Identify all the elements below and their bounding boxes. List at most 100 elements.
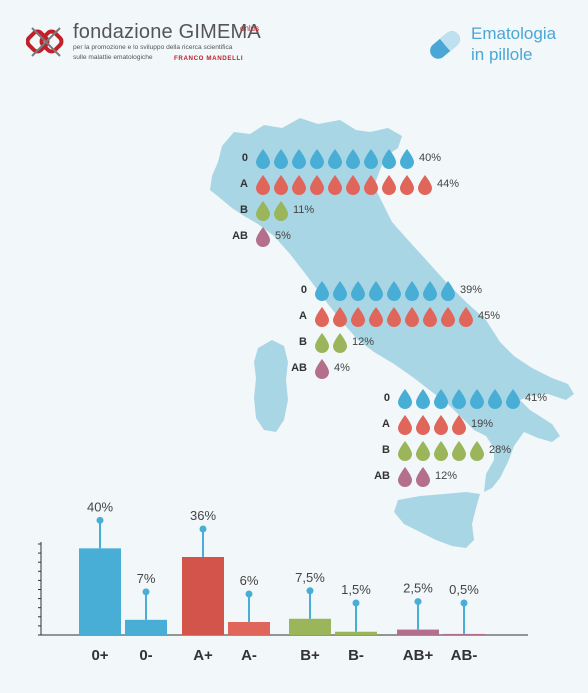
blood-type-percent: 4% [334,362,350,374]
blood-drop-icon [274,174,288,195]
blood-drop-icon [315,332,329,353]
blood-type-row: AB 12% [374,464,458,488]
blood-type-percent: 12% [352,336,375,348]
blood-drop-icon [369,280,383,301]
blood-drop-icon [434,388,448,409]
blood-type-row: A 44% [240,172,459,196]
blood-type-percent: 41% [525,392,548,404]
blood-drop-icon [423,306,437,327]
category-label: A+ [193,647,213,660]
header: fondazione GIMEMA onlus per la promozion… [0,0,588,80]
blood-type-percent: 39% [460,284,483,296]
bar-stem-dot [414,598,422,606]
tagline-line2: in pillole [471,45,533,64]
bar-value-label: 2,5% [403,581,433,596]
category-label: AB+ [403,647,434,660]
bar-stem-dot [96,516,104,524]
blood-type-label: 0 [383,392,390,404]
bars-group [79,548,485,635]
category-label: 0+ [91,647,108,660]
bar-value-label: 6% [240,573,259,588]
blood-drop-icon [382,148,396,169]
blood-drop-icon [328,174,342,195]
blood-drop-icon [382,174,396,195]
bar-AB+ [397,629,439,635]
blood-type-label: AB [291,362,307,374]
bar-0+ [79,548,121,635]
blood-drop-icon [310,174,324,195]
blood-type-bar-chart: 40% 0+ 7% 0- 36% A+ 6% A- 7,5% B+ 1,5% B- 2,5% AB+ 0,5… [38,499,528,660]
drop-group [255,226,271,247]
blood-drop-icon [418,174,432,195]
blood-drop-icon [434,414,448,435]
drop-group [255,148,415,169]
tagline-line1: Ematologia [471,24,557,43]
labels-group: 40% 0+ 7% 0- 36% A+ 6% A- 7,5% B+ 1,5% B- 2,5% AB+ 0,5… [87,499,479,660]
category-label: B- [348,647,364,660]
brand-subtitle-line2: sulle malattie ematologiche [73,54,153,61]
brand-subtitle-line1: per la promozione e lo sviluppo della ri… [73,44,233,51]
blood-type-label: B [382,444,390,456]
category-label: 0- [139,647,152,660]
blood-type-label: A [240,178,248,190]
blood-drop-icon [333,332,347,353]
blood-drop-icon [328,148,342,169]
blood-drop-icon [400,148,414,169]
blood-drop-icon [351,306,365,327]
blood-drop-icon [333,306,347,327]
blood-drop-icon [398,466,412,487]
blood-drop-icon [256,148,270,169]
blood-type-percent: 45% [478,310,501,322]
blood-type-percent: 5% [275,230,291,242]
bar-AB- [443,633,485,635]
blood-type-row: AB 4% [291,356,350,380]
blood-drop-icon [398,388,412,409]
drop-group [314,306,474,327]
blood-type-percent: 12% [435,470,458,482]
blood-drop-icon [459,306,473,327]
blood-drop-icon [452,440,466,461]
brand-name: fondazione GIMEMA [73,21,261,43]
blood-type-label: B [240,204,248,216]
blood-drop-icon [416,388,430,409]
blood-type-label: A [382,418,390,430]
drop-group [397,440,485,461]
blood-drop-icon [333,280,347,301]
bar-value-label: 7,5% [295,570,325,585]
blood-drop-icon [274,148,288,169]
bar-B+ [289,618,331,635]
drop-group [397,414,467,435]
bar-A+ [182,557,224,635]
bar-stem-dot [142,588,150,596]
drop-group [397,466,431,487]
blood-type-row: 0 39% [301,278,483,302]
bar-stem-dot [306,587,314,595]
blood-drop-icon [315,306,329,327]
blood-drop-icon [346,174,360,195]
blood-type-percent: 11% [293,204,315,216]
drop-group [255,174,433,195]
blood-drop-icon [292,174,306,195]
gimema-logo-icon [26,27,64,57]
blood-drop-icon [256,226,270,247]
blood-drop-icon [387,306,401,327]
pill-icon [430,31,460,59]
blood-type-row: A 45% [299,304,501,328]
brand-founder: FRANCO MANDELLI [174,55,244,62]
blood-drop-icon [405,306,419,327]
blood-type-percent: 28% [489,444,512,456]
drop-group [314,358,330,379]
blood-type-row: B 11% [240,198,315,222]
blood-type-label: AB [374,470,390,482]
blood-drop-icon [506,388,520,409]
bar-0- [125,619,167,635]
blood-drop-icon [346,148,360,169]
bar-stem-dot [245,590,253,598]
blood-type-row: B 12% [299,330,375,354]
blood-type-label: B [299,336,307,348]
blood-type-label: 0 [300,284,307,296]
bar-stem-dot [199,525,207,533]
blood-drop-icon [256,174,270,195]
blood-drop-icon [416,440,430,461]
sicily-shape [394,492,480,548]
